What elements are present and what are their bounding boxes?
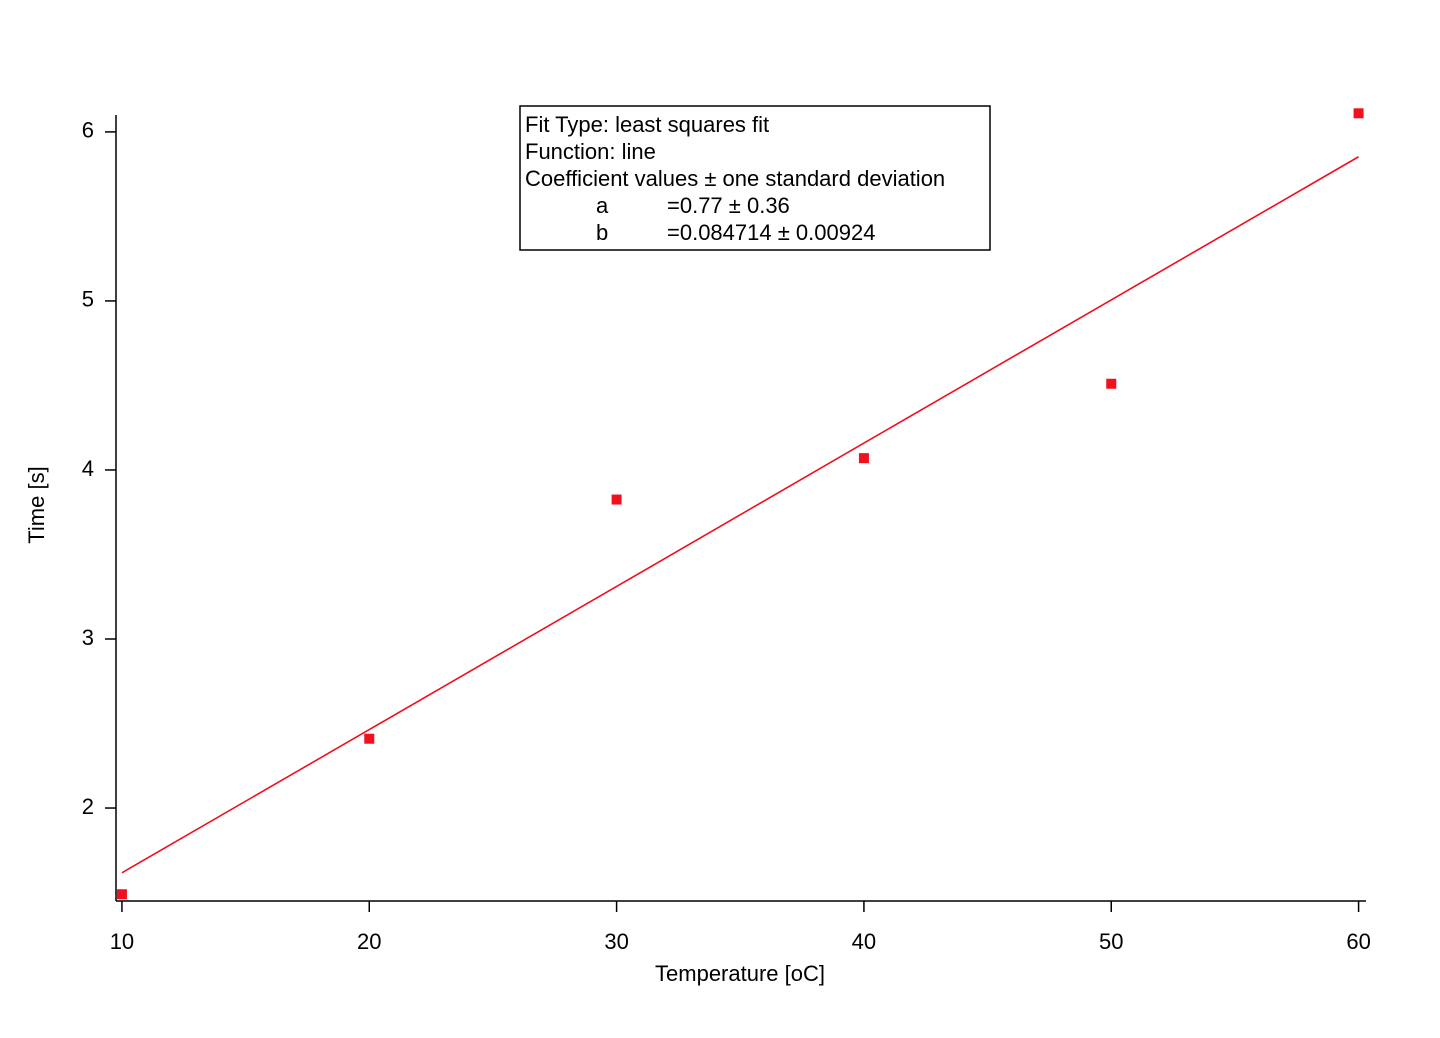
x-tick-label: 60 xyxy=(1346,929,1370,954)
data-point xyxy=(1106,378,1117,389)
annotation-line: Function: line xyxy=(525,139,656,164)
x-tick-label: 30 xyxy=(604,929,628,954)
y-tick-label: 5 xyxy=(82,287,94,312)
y-tick-label: 3 xyxy=(82,625,94,650)
coefficient-value: =0.77 ± 0.36 xyxy=(667,193,790,218)
y-tick-label: 2 xyxy=(82,794,94,819)
coefficient-value: =0.084714 ± 0.00924 xyxy=(667,220,875,245)
coefficient-name: a xyxy=(596,193,609,218)
x-tick-label: 50 xyxy=(1099,929,1123,954)
x-axis-label: Temperature [oC] xyxy=(655,961,825,986)
y-tick-label: 4 xyxy=(82,456,94,481)
data-point xyxy=(611,494,622,505)
data-point xyxy=(364,733,375,744)
data-point xyxy=(858,453,869,464)
fit-line xyxy=(121,156,1359,874)
data-point xyxy=(116,889,127,900)
data-point xyxy=(1353,108,1364,119)
y-tick-label: 6 xyxy=(82,118,94,143)
y-axis-label: Time [s] xyxy=(24,466,49,543)
coefficient-name: b xyxy=(596,220,608,245)
annotation-line: Coefficient values ± one standard deviat… xyxy=(525,166,945,191)
annotation-box xyxy=(519,105,991,251)
x-tick-label: 10 xyxy=(110,929,134,954)
x-tick-label: 40 xyxy=(852,929,876,954)
x-tick-label: 20 xyxy=(357,929,381,954)
annotation-line: Fit Type: least squares fit xyxy=(525,112,769,137)
